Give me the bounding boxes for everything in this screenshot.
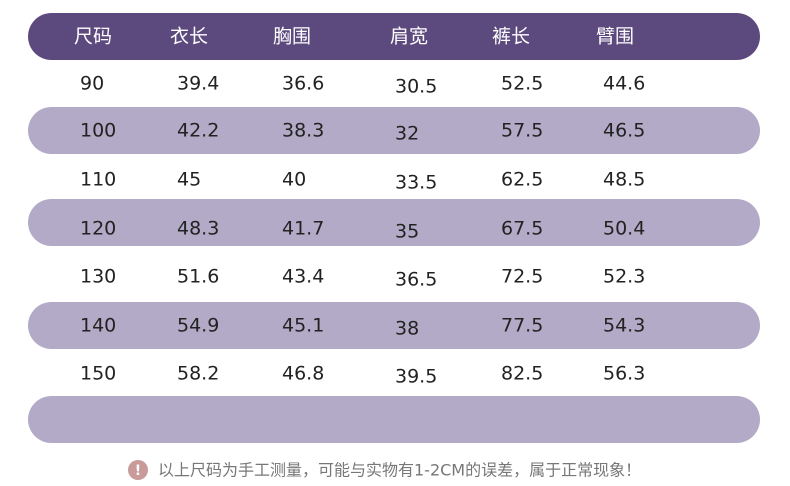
row-band <box>28 302 760 349</box>
cell: 46.8 <box>282 363 324 385</box>
header-cell: 衣长 <box>170 26 208 48</box>
note: 以上尺码为手工测量，可能与实物有1-2CM的误差，属于正常现象！ <box>158 461 641 480</box>
header-cell: 尺码 <box>74 26 112 48</box>
cell: 46.5 <box>603 120 645 142</box>
cell: 77.5 <box>501 315 543 337</box>
cell: 54.3 <box>603 315 645 337</box>
cell: 52.5 <box>501 73 543 95</box>
cell: 120 <box>80 218 116 240</box>
header-cell: 臂围 <box>596 26 634 48</box>
header-band <box>28 13 760 60</box>
cell: 56.3 <box>603 363 645 385</box>
cell: 130 <box>80 266 116 288</box>
cell: 50.4 <box>603 218 645 240</box>
cell: 36.6 <box>282 73 324 95</box>
cell: 140 <box>80 315 116 337</box>
cell: 51.6 <box>177 266 219 288</box>
cell: 58.2 <box>177 363 219 385</box>
cell: 62.5 <box>501 169 543 191</box>
cell: 41.7 <box>282 218 324 240</box>
cell: 44.6 <box>603 73 645 95</box>
cell: 32 <box>395 123 419 145</box>
cell: 40 <box>282 169 306 191</box>
cell: 90 <box>80 73 104 95</box>
row-band <box>28 107 760 154</box>
row-band <box>28 396 760 443</box>
cell: 36.5 <box>395 269 437 291</box>
cell: 30.5 <box>395 76 437 98</box>
cell: 35 <box>395 221 419 243</box>
cell: 67.5 <box>501 218 543 240</box>
header-cell: 肩宽 <box>390 26 428 48</box>
cell: 100 <box>80 120 116 142</box>
row-band <box>28 199 760 246</box>
cell: 110 <box>80 169 116 191</box>
cell: 42.2 <box>177 120 219 142</box>
warning-mark: ! <box>135 463 141 479</box>
warning-icon <box>128 460 148 480</box>
cell: 38.3 <box>282 120 324 142</box>
cell: 45.1 <box>282 315 324 337</box>
cell: 39.4 <box>177 73 219 95</box>
header-cell: 裤长 <box>492 26 530 48</box>
cell: 39.5 <box>395 366 437 388</box>
cell: 33.5 <box>395 172 437 194</box>
cell: 54.9 <box>177 315 219 337</box>
cell: 57.5 <box>501 120 543 142</box>
cell: 82.5 <box>501 363 543 385</box>
cell: 38 <box>395 318 419 340</box>
cell: 48.3 <box>177 218 219 240</box>
cell: 150 <box>80 363 116 385</box>
cell: 43.4 <box>282 266 324 288</box>
cell: 48.5 <box>603 169 645 191</box>
cell: 45 <box>177 169 201 191</box>
cell: 52.3 <box>603 266 645 288</box>
cells: 尺码 衣长 胸围 肩宽 裤长 臂围 90 39.4 36.6 30.5 52.5 44.6 100 42.… <box>74 26 645 388</box>
header-cell: 胸围 <box>273 26 311 48</box>
cell: 72.5 <box>501 266 543 288</box>
